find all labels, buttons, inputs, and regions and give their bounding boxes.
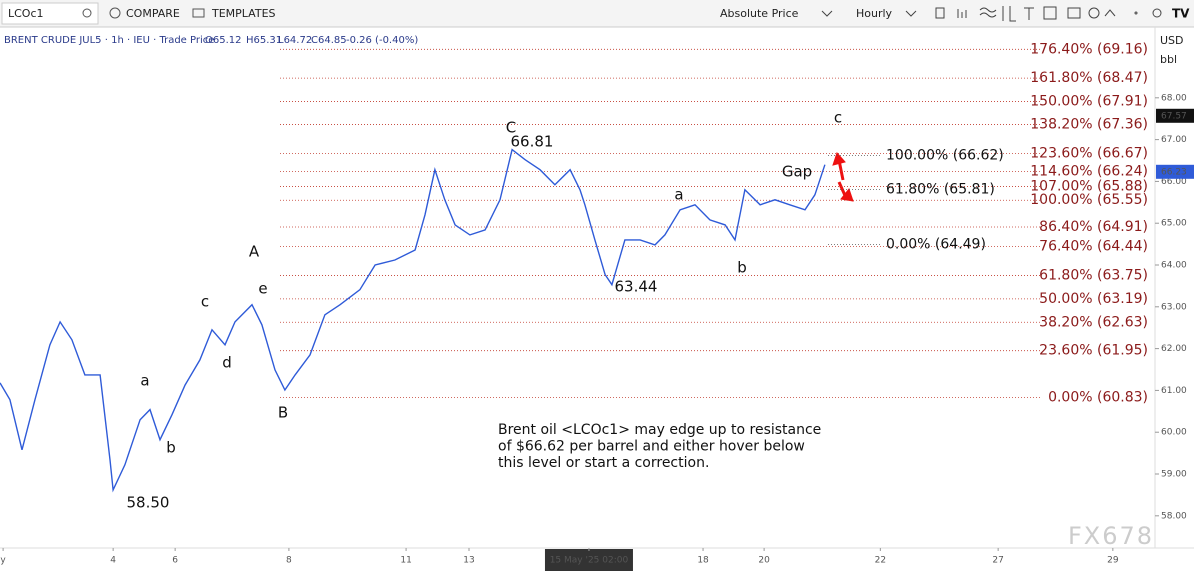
change: -0.26 (-0.40%) <box>346 35 418 46</box>
y-tick-label: 59.00 <box>1161 470 1187 480</box>
compare-button[interactable]: COMPARE <box>126 7 180 20</box>
x-tick-label: 8 <box>286 556 292 566</box>
y-tick-label: 61.00 <box>1161 386 1187 396</box>
x-tick-label: 6 <box>172 556 178 566</box>
x-tick-label: 22 <box>875 556 886 566</box>
symbol-box[interactable] <box>1 2 99 25</box>
y-tick-label: 60.00 <box>1161 428 1187 438</box>
annotation: c <box>834 109 842 127</box>
templates-button[interactable]: TEMPLATES <box>211 7 276 20</box>
annotation: e <box>258 280 267 298</box>
legend: BRENT CRUDE JUL5 · 1h · IEU · Trade Pric… <box>4 35 418 46</box>
annotation: d <box>222 354 232 372</box>
note-line: Brent oil <LCOc1> may edge up to resista… <box>498 422 821 438</box>
fib-label: 161.80% (68.47) <box>1030 70 1148 86</box>
annotation: A <box>249 243 260 261</box>
currency[interactable]: USD <box>1160 34 1184 47</box>
annotation: 63.44 <box>615 278 658 296</box>
x-tick-label: 11 <box>400 556 411 566</box>
fib-label: 114.60% (66.24) <box>1030 163 1148 179</box>
price-tag-label: 66.23 <box>1161 167 1187 177</box>
y-tick-label: 64.00 <box>1161 261 1187 271</box>
tool-icons[interactable] <box>935 6 1162 22</box>
annotation: a <box>674 186 683 204</box>
scale-select[interactable]: Absolute Price <box>720 7 799 20</box>
fib-label: 107.00% (65.88) <box>1030 178 1148 194</box>
arrows <box>832 152 854 202</box>
annotation: C <box>506 119 516 137</box>
fib-label: 150.00% (67.91) <box>1030 94 1148 110</box>
fib-label: 23.60% (61.95) <box>1039 343 1148 359</box>
y-tick-label: 65.00 <box>1161 219 1187 229</box>
y-tick-label: 66.00 <box>1161 177 1187 187</box>
annotation: b <box>737 259 747 277</box>
toolbar <box>0 0 1194 27</box>
high: H65.31 <box>246 35 282 46</box>
x-tick-label: y <box>0 556 6 566</box>
compare-icon[interactable] <box>109 7 121 19</box>
fib-label: 123.60% (66.67) <box>1030 145 1148 161</box>
fib-label: 61.80% (63.75) <box>1039 267 1148 283</box>
y-tick-label: 63.00 <box>1161 302 1187 312</box>
y-tick-label: 67.00 <box>1161 135 1187 145</box>
note-line: this level or start a correction. <box>498 455 709 471</box>
price-line <box>0 148 826 493</box>
annotation: Gap <box>782 163 812 181</box>
search-icon[interactable] <box>82 8 92 18</box>
dropdown-arrow <box>821 10 833 17</box>
fib-label: 38.20% (62.63) <box>1039 314 1148 330</box>
annotation: B <box>278 404 288 422</box>
close: C64.85 <box>311 35 347 46</box>
interval-select[interactable]: Hourly <box>856 7 893 20</box>
annotation: 66.81 <box>511 133 554 151</box>
annotation: 58.50 <box>127 494 170 512</box>
price-tag <box>1156 108 1194 123</box>
x-tick-label: 15 May '25 02:00 <box>550 556 629 566</box>
fib-label: 0.00% (60.83) <box>1048 390 1148 406</box>
x-tick-label: 18 <box>697 556 709 566</box>
unit[interactable]: bbl <box>1160 53 1177 66</box>
symbol[interactable]: LCOc1 <box>8 7 44 20</box>
instrument: BRENT CRUDE JUL5 · 1h · IEU · Trade Pric… <box>4 35 214 46</box>
fib-label: 76.40% (64.44) <box>1039 239 1148 255</box>
annotation: b <box>166 439 176 457</box>
fib-label-2: 61.80% (65.81) <box>886 181 995 197</box>
watermark: FX678 <box>1068 522 1154 550</box>
dropdown-arrow <box>905 10 917 17</box>
x-tick-label: 20 <box>758 556 770 566</box>
templates-icon[interactable] <box>192 8 205 18</box>
crosshair-label-bg <box>544 549 633 571</box>
x-tick-label: 29 <box>1107 556 1119 566</box>
fib-label: 176.40% (69.16) <box>1030 41 1148 57</box>
y-tick-label: 58.00 <box>1161 511 1187 521</box>
annotation: c <box>201 293 209 311</box>
y-tick-label: 62.00 <box>1161 344 1187 354</box>
note-line: of $66.62 per barrel and either hover be… <box>498 439 805 455</box>
price-tag <box>1156 164 1194 179</box>
fib-label-2: 100.00% (66.62) <box>886 147 1004 163</box>
fib-label: 138.20% (67.36) <box>1030 117 1148 133</box>
open: O65.12 <box>205 35 242 46</box>
x-tick-label: 4 <box>110 556 116 566</box>
fib-label-2: 0.00% (64.49) <box>886 237 986 253</box>
logo: TV <box>1172 7 1190 21</box>
x-tick-label: 27 <box>992 556 1003 566</box>
low: L64.72 <box>278 35 312 46</box>
x-tick-label: 13 <box>463 556 474 566</box>
annotation: a <box>140 372 149 390</box>
price-tag-label: 67.57 <box>1161 111 1187 121</box>
y-tick-label: 68.00 <box>1161 93 1187 103</box>
fib-label: 86.40% (64.91) <box>1039 219 1148 235</box>
fib-label: 50.00% (63.19) <box>1039 291 1148 307</box>
fib-label: 100.00% (65.55) <box>1030 192 1148 208</box>
